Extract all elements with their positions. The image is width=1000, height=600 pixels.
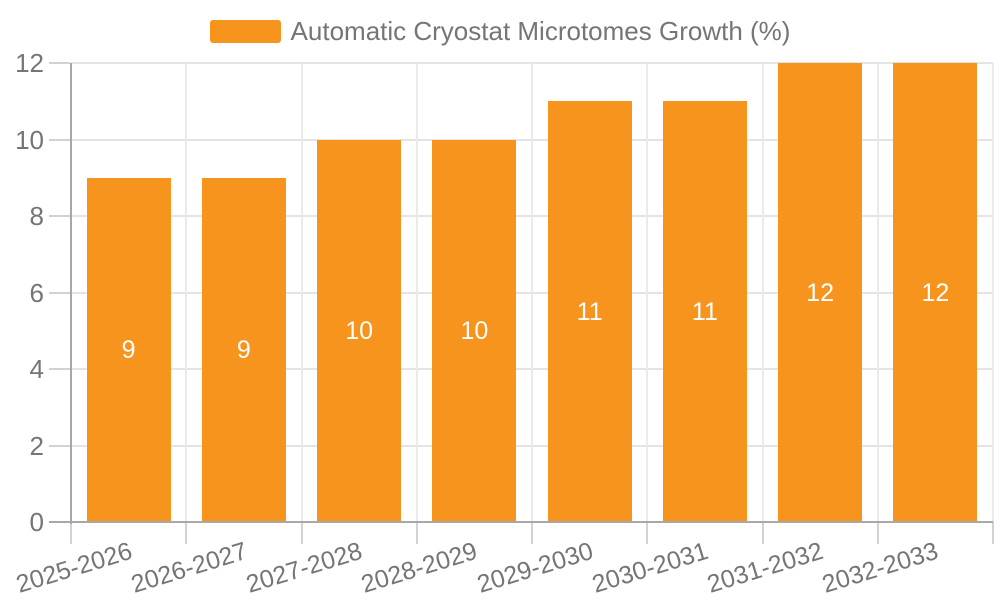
gridline-vertical [531, 63, 533, 522]
x-axis-line [49, 521, 993, 523]
legend-swatch-icon [209, 20, 281, 43]
x-axis-tick [761, 522, 764, 544]
y-axis-tick [49, 368, 70, 370]
bar-value-label: 10 [345, 316, 374, 345]
bar-value-label: 12 [921, 278, 950, 307]
gridline-vertical [876, 63, 879, 522]
y-tick-label: 6 [29, 277, 44, 308]
x-axis-tick [992, 522, 994, 544]
y-tick-label: 8 [29, 201, 44, 231]
bar: 9 [201, 177, 286, 522]
gridline-vertical [646, 63, 649, 522]
bar-value-label: 9 [121, 335, 136, 364]
gridline-vertical [415, 63, 418, 522]
bar: 10 [432, 139, 517, 522]
x-axis-tick [531, 522, 533, 544]
y-tick-label: 10 [15, 124, 44, 155]
bar-value-label: 10 [460, 316, 489, 345]
gridline-vertical [300, 63, 303, 522]
bar: 10 [317, 139, 402, 522]
bar-value-label: 12 [806, 278, 835, 307]
x-axis-tick [646, 522, 649, 544]
bar: 11 [547, 101, 632, 522]
bar: 12 [778, 63, 863, 522]
y-tick-label: 2 [29, 430, 44, 461]
x-axis-tick [70, 522, 72, 544]
y-axis-tick [49, 62, 70, 64]
gridline-vertical [992, 63, 994, 522]
bar: 9 [86, 177, 171, 522]
x-axis-tick [300, 522, 303, 544]
legend-label: Automatic Cryostat Microtomes Growth (%) [290, 16, 791, 46]
x-axis-tick [185, 522, 188, 544]
bar-value-label: 9 [236, 335, 251, 364]
bar: 12 [893, 63, 978, 522]
plot-area: 0 2 4 6 8 10 12 9 2025-2026 9 2026-2027 10 2027-2028… [13, 48, 994, 599]
y-axis-tick [49, 215, 70, 217]
gridline-vertical [185, 63, 188, 522]
y-tick-label: 12 [15, 48, 44, 78]
legend[interactable]: Automatic Cryostat Microtomes Growth (%) [0, 16, 1000, 47]
bar-value-label: 11 [691, 297, 718, 326]
y-axis-line [70, 63, 72, 524]
x-axis-tick [876, 522, 879, 544]
gridline-vertical [761, 63, 764, 522]
y-tick-label: 4 [29, 354, 44, 384]
y-axis-tick [49, 138, 70, 141]
bar: 11 [662, 101, 747, 522]
y-axis-tick [49, 291, 70, 294]
x-axis-tick [415, 522, 418, 544]
y-tick-label: 0 [29, 507, 44, 537]
y-axis-tick [49, 444, 70, 447]
bar-value-label: 11 [576, 297, 603, 326]
